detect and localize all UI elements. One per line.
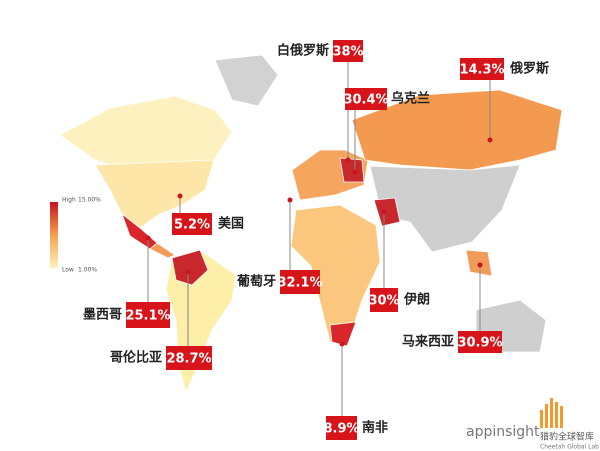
- country-label: 乌克兰: [391, 91, 430, 107]
- callout: 30.4% 乌克兰: [343, 88, 430, 175]
- callout: 14.3% 俄罗斯: [459, 58, 549, 143]
- callout: 25.1%墨西哥: [83, 235, 171, 328]
- percent-label: 30.9%: [457, 336, 502, 351]
- country-label: 马来西亚: [402, 334, 454, 350]
- callout: 38%白俄罗斯: [277, 40, 364, 163]
- cheetah-icon: [540, 398, 563, 428]
- percent-box: [326, 416, 357, 440]
- percent-label: 32.1%: [277, 276, 322, 291]
- callout: 5.2% 美国: [172, 193, 244, 235]
- appinsight-logo: appinsight: [466, 424, 540, 440]
- legend-high-value: 15.00%: [78, 197, 101, 204]
- callout: 32.1%葡萄牙: [236, 197, 323, 294]
- callout: 28.7% 哥伦比亚: [110, 269, 212, 370]
- legend-high: High: [62, 197, 76, 204]
- south-africa: [329, 321, 357, 347]
- belarus-ukraine: [339, 157, 365, 183]
- percent-box: [370, 288, 398, 312]
- country-label: 伊朗: [403, 292, 430, 308]
- country-label: 白俄罗斯: [277, 43, 329, 59]
- callout: 30.9%马来西亚: [402, 262, 503, 353]
- percent-label: 5.2%: [174, 218, 210, 233]
- legend: High 15.00% Low 1.00%: [50, 197, 101, 274]
- percent-box: [172, 213, 212, 235]
- percent-label: 30%: [368, 294, 399, 309]
- leader-dot: [477, 262, 483, 268]
- callout: 30% 伊朗: [368, 209, 430, 312]
- percent-label: 8.9%: [323, 422, 359, 437]
- leader-dot: [177, 193, 183, 199]
- leader-dot: [339, 341, 345, 347]
- leader-dot: [185, 269, 191, 275]
- country-label: 俄罗斯: [509, 61, 549, 77]
- leader-dot: [287, 197, 293, 203]
- percent-box: [126, 302, 170, 328]
- iran: [373, 197, 401, 227]
- percent-label: 14.3%: [459, 63, 504, 78]
- leader-dot: [345, 157, 351, 163]
- country-label: 墨西哥: [83, 307, 122, 323]
- legend-low: Low: [62, 267, 74, 274]
- percent-box: [166, 346, 212, 370]
- country-label: 葡萄牙: [236, 274, 276, 290]
- percent-label: 30.4%: [343, 93, 388, 108]
- percent-box: [458, 331, 502, 353]
- legend-low-value: 1.00%: [78, 267, 97, 274]
- leader-dot: [381, 209, 387, 215]
- percent-box: [345, 88, 387, 110]
- legend-gradient: [50, 202, 58, 268]
- colombia: [171, 249, 209, 286]
- leader-dot: [487, 137, 493, 143]
- cheetah-cn: 猎豹全球智库: [540, 431, 594, 443]
- leader-dot: [145, 235, 151, 241]
- central-america: [149, 242, 176, 259]
- logos: appinsight 猎豹全球智库 Cheetah Global Lab: [466, 398, 599, 451]
- percent-box: [460, 58, 504, 80]
- leader-dot: [352, 169, 358, 175]
- percent-label: 38%: [332, 45, 363, 60]
- percent-box: [333, 40, 363, 62]
- country-label: 美国: [218, 216, 244, 232]
- country-label: 南非: [362, 420, 388, 436]
- country-label: 哥伦比亚: [110, 350, 162, 366]
- percent-label: 28.7%: [166, 352, 211, 367]
- usa: [94, 159, 215, 229]
- percent-label: 25.1%: [125, 309, 170, 324]
- percent-box: [280, 270, 320, 294]
- greenland: [214, 54, 279, 107]
- cheetah-en: Cheetah Global Lab: [540, 444, 599, 451]
- russia: [351, 89, 563, 171]
- callout: 8.9% 南非: [323, 341, 388, 440]
- canada: [59, 95, 233, 171]
